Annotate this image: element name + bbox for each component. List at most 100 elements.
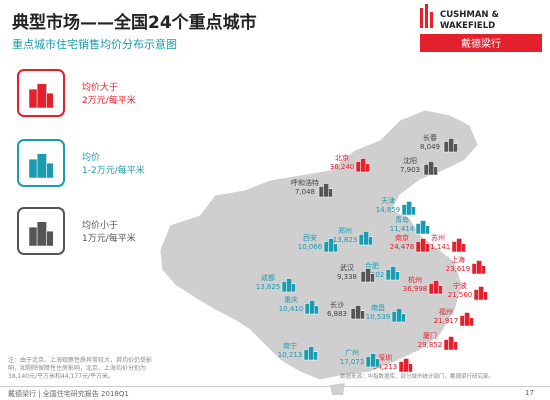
city-price: 7,048 (295, 188, 315, 196)
city-name: 青岛 (395, 215, 409, 224)
city-price: 10,410 (279, 305, 304, 313)
building-icon (375, 358, 380, 368)
building-icon (456, 238, 462, 253)
building-icon (370, 273, 375, 283)
building-icon (314, 305, 319, 315)
building-icon (333, 243, 338, 253)
building-icon (396, 308, 402, 323)
city-price: 21,560 (448, 291, 473, 299)
city-price: 54,213 (373, 363, 398, 371)
city-name: 长沙 (330, 300, 344, 309)
logo: CUSHMAN & WAKEFIELD 戴德梁行 (420, 4, 542, 52)
building-icon (355, 305, 361, 320)
city-name: 广州 (345, 348, 359, 357)
building-icon (28, 226, 38, 247)
building-icon (398, 361, 404, 373)
building-icon (420, 238, 426, 253)
city-price: 29,852 (418, 341, 443, 349)
city-name: 合肥 (365, 261, 379, 270)
footer-rule (0, 386, 550, 400)
city-name: 杭州 (408, 275, 422, 284)
building-icon (406, 201, 412, 216)
building-icon (483, 291, 488, 301)
city-name: 南宁 (283, 341, 297, 350)
building-icon (309, 300, 315, 315)
city-name: 郑州 (338, 227, 352, 235)
logo-chinese: 戴德梁行 (461, 37, 501, 50)
building-icon (365, 356, 371, 368)
city-name: 天津 (381, 197, 395, 205)
building-icon (365, 268, 371, 283)
city-price: 13,825 (256, 283, 281, 291)
building-icon (365, 163, 370, 173)
legend-label: 均价 (82, 151, 100, 163)
city-price: 9,338 (337, 273, 357, 281)
subtitle: 重点城市住宅销售均价分布示意图 (12, 38, 177, 51)
building-icon (448, 138, 454, 153)
legend-label: 均价大于 (82, 81, 118, 93)
building-icon (401, 204, 407, 216)
building-icon (478, 286, 484, 301)
city-price: 6,883 (327, 310, 347, 318)
building-icon (471, 263, 477, 275)
building-icon (461, 243, 466, 253)
city-name: 长春 (423, 133, 437, 142)
building-icon (459, 315, 465, 327)
city-price: 10,539 (366, 313, 391, 321)
building-icon (438, 285, 443, 295)
city-price: 14,859 (376, 206, 401, 214)
building-icon (28, 88, 38, 109)
city-name: 苏州 (431, 233, 445, 242)
legend-label: 1-2万元/每平米 (82, 164, 145, 176)
building-icon (318, 186, 324, 198)
city-name: 成都 (261, 273, 275, 282)
building-icon (390, 266, 396, 281)
city-price: 13,823 (333, 236, 358, 244)
building-icon (428, 161, 434, 176)
building-icon (28, 158, 38, 179)
building-icon (443, 339, 449, 351)
city-name: 上海 (451, 255, 465, 264)
city-price: 7,903 (400, 166, 420, 174)
building-icon (291, 283, 296, 293)
building-icon (323, 183, 329, 198)
city-name: 南昌 (371, 303, 385, 312)
legend-label: 1万元/每平米 (82, 232, 136, 244)
building-icon (363, 231, 369, 246)
report-name: 戴德梁行 | 全国住宅研究报告 2018Q1 (8, 390, 129, 398)
building-icon (36, 83, 47, 109)
building-icon (420, 220, 426, 235)
logo-line2: WAKEFIELD (440, 21, 495, 31)
title: 典型市场——全国24个重点城市 (12, 13, 257, 33)
city-price: 24,478 (390, 243, 415, 251)
city-price: 10,213 (278, 351, 303, 359)
building-icon (385, 269, 391, 281)
building-icon (303, 349, 309, 361)
city-name: 深圳 (378, 353, 392, 362)
page-number: 17 (525, 389, 534, 397)
building-icon (360, 271, 366, 283)
city-price: 8,049 (420, 143, 440, 151)
building-icon (395, 271, 400, 281)
city-name: 沈阳 (403, 156, 417, 165)
building-icon (308, 346, 314, 361)
building-icon (415, 241, 421, 253)
building-icon (281, 281, 287, 293)
building-icon (453, 143, 458, 153)
city-price: 36,998 (403, 285, 428, 293)
building-icon (433, 166, 438, 176)
building-icon (358, 234, 364, 246)
city-price: 21,917 (434, 317, 459, 325)
building-icon (476, 260, 482, 275)
city-name: 厦门 (423, 331, 437, 340)
city-price: 10,066 (298, 243, 323, 251)
city-price: 23,619 (446, 265, 471, 273)
city-name: 呼和浩特 (291, 178, 319, 187)
building-icon (443, 141, 449, 153)
building-icon (286, 278, 292, 293)
building-icon (313, 351, 318, 361)
building-icon (448, 336, 454, 351)
building-icon (401, 313, 406, 323)
